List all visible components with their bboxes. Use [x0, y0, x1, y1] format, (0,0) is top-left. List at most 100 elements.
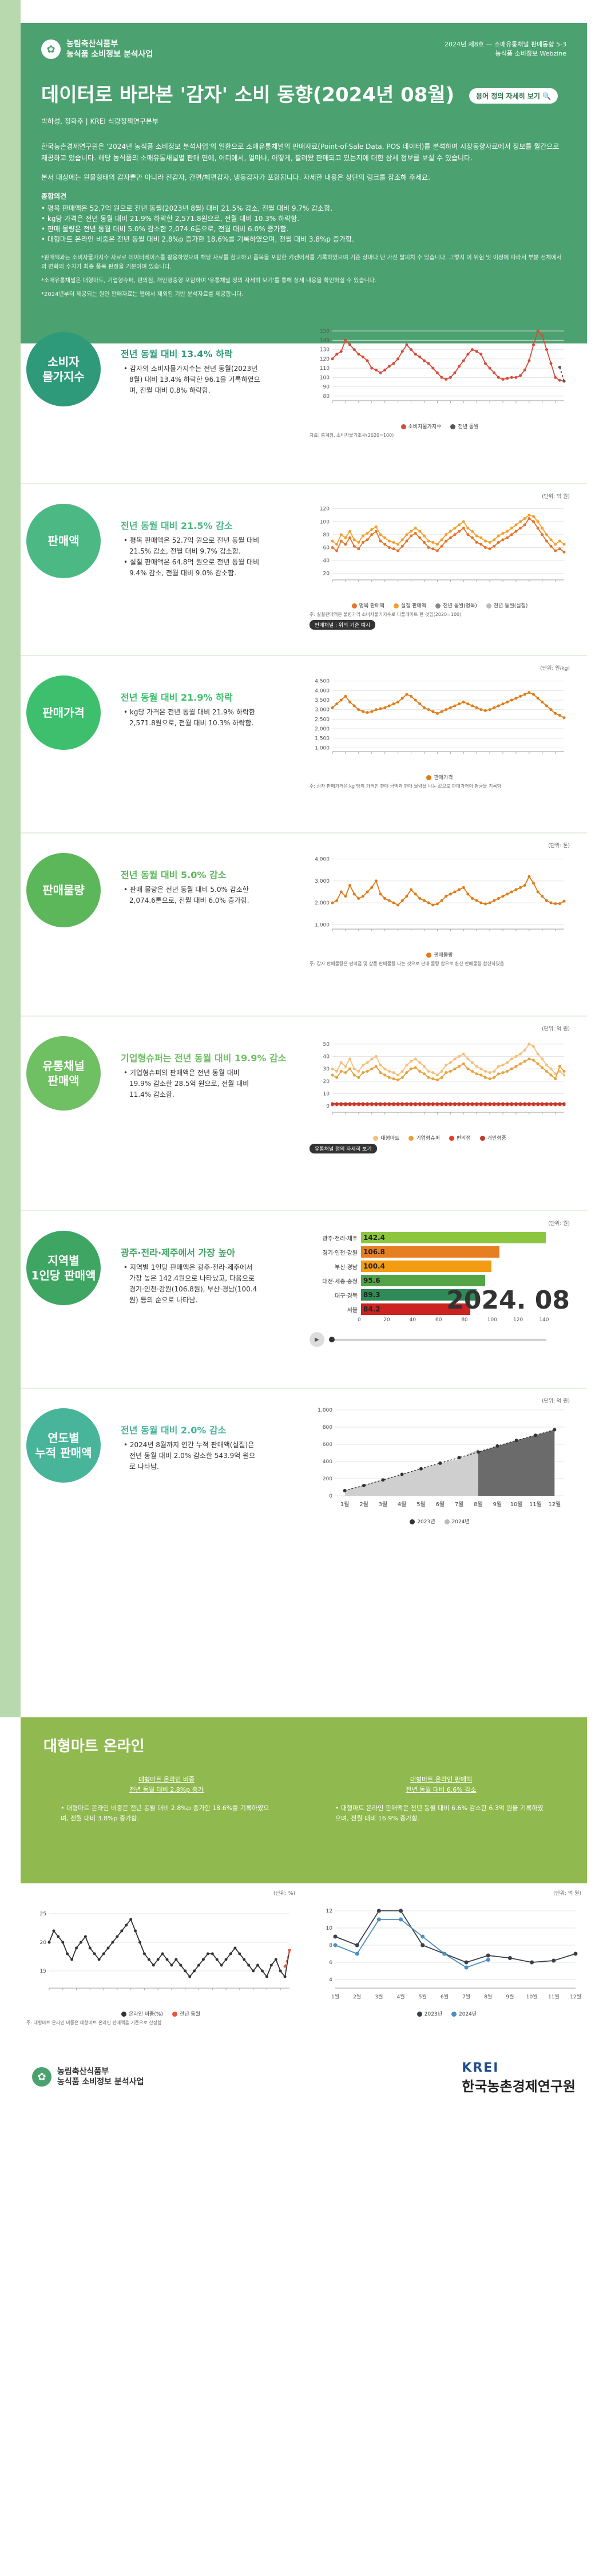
data-point — [562, 1073, 566, 1077]
data-point — [352, 1067, 356, 1070]
data-point — [510, 890, 513, 894]
y-tick-label: 200 — [323, 1476, 332, 1482]
authors: 박하성, 정화주 | KREI 식량정책연구본부 — [41, 117, 159, 125]
data-point — [361, 1071, 364, 1074]
section-6: 연도별 누적 판매액 전년 동월 대비 2.0% 감소 2024년 8월까지 연간 … — [21, 1397, 587, 1551]
mart-share-chart: (단위: %) 15 20 25 온라인 비중(%) 전년 동월 주: 대형마트 온… — [26, 1889, 295, 2026]
play-button[interactable]: ▶ — [310, 1332, 324, 1347]
data-point — [387, 539, 391, 543]
data-point — [348, 884, 352, 887]
data-point — [514, 697, 518, 700]
data-point — [514, 888, 518, 891]
data-point — [352, 1102, 356, 1105]
channel-guide-button[interactable]: 판매채널 : 위의 기준 예시 — [310, 620, 376, 630]
data-point — [549, 901, 553, 904]
data-point — [449, 1070, 452, 1073]
data-point — [422, 1072, 426, 1076]
data-point — [449, 1102, 452, 1105]
data-point — [466, 702, 470, 706]
data-point — [283, 1965, 287, 1968]
section-0: 소비자 물가지수 전년 동월 대비 13.4% 하락감자의 소비자물가지수는 전년… — [21, 321, 587, 469]
data-point — [410, 534, 413, 538]
section-bullet: 지역별 1인당 판매액은 광주·전라·제주에서 가장 높은 142.4원으로 나… — [129, 1262, 261, 1306]
bar-row: 경기·인천·강원 106.8 — [310, 1246, 570, 1258]
data-point — [348, 700, 352, 704]
data-point — [348, 1102, 352, 1105]
data-point — [483, 1070, 487, 1073]
y-tick-label: 1,000 — [318, 1408, 332, 1413]
data-point — [84, 1935, 87, 1938]
chart-unit: (단위: 억 원) — [542, 1026, 570, 1032]
data-point — [479, 543, 483, 546]
data-point — [519, 374, 522, 377]
mart-sales-bullet: 대형마트 온라인 판매액은 전년 동월 대비 6.6% 감소한 6.3억 원을 … — [335, 1803, 547, 1824]
data-point — [501, 1102, 505, 1105]
legend-label: 2023년 — [417, 1519, 435, 1525]
x-tick-label: 11월 — [529, 1501, 542, 1508]
data-point — [519, 1062, 522, 1065]
footer-ministry-icon: ✿ — [32, 2067, 51, 2087]
data-point — [357, 1102, 360, 1105]
y-tick-label: 6 — [329, 1960, 332, 1966]
data-point — [501, 378, 505, 381]
data-point — [554, 1072, 557, 1076]
bar: 106.8 — [361, 1246, 500, 1258]
data-point — [106, 1946, 110, 1950]
y-tick-label: 10 — [326, 1926, 333, 1931]
data-point — [483, 362, 487, 365]
section-bullet: 판매 물량은 전년 동월 대비 5.0% 감소한 2,074.6톤으로, 전월 … — [129, 884, 261, 906]
data-point — [506, 530, 509, 533]
data-point — [558, 366, 561, 369]
footer-ministry-logo: ✿ 농림축산식품부 농식품 소비정보 분석사업 — [32, 2067, 144, 2087]
channel-guide-button[interactable]: 유통채널 정의 자세히 보기 — [310, 1144, 377, 1153]
legend-label: 기업형슈퍼 — [416, 1136, 440, 1141]
big-date: 2024. 08 — [446, 1286, 570, 1315]
data-point — [184, 1969, 187, 1973]
data-point — [536, 1102, 539, 1105]
data-point — [422, 1065, 426, 1068]
data-point — [376, 1917, 381, 1922]
data-point — [506, 700, 509, 704]
series-line — [344, 1429, 555, 1491]
section-bullet: 기업형슈퍼의 판매액은 전년 동월 대비 19.9% 감소한 28.5억 원으로… — [129, 1068, 261, 1100]
data-point — [462, 1102, 465, 1105]
data-point — [479, 1073, 483, 1077]
data-point — [344, 543, 347, 546]
line-chart-svg: 1,000 1,500 2,000 2,500 3,000 3,500 4,000 4,500 — [315, 679, 566, 754]
data-point — [238, 1952, 241, 1955]
legend-label: 실질 판매액 — [400, 603, 427, 609]
line-chart-svg: 0 10 20 30 40 50 — [323, 1042, 566, 1115]
page-title: 데이터로 바라본 '감자' 소비 동향(2024년 08월) 용어 정의 자세히… — [41, 79, 566, 107]
data-point — [445, 1071, 448, 1074]
data-point — [352, 704, 356, 708]
data-point — [392, 540, 395, 544]
data-point — [445, 378, 448, 381]
y-tick-label: 80 — [323, 394, 330, 400]
meta-issue: 2024년 제8호 — 소매유통채널 판매동향 5-3 — [444, 41, 566, 48]
data-point — [420, 1934, 425, 1939]
legend-item: 실질 판매액 — [393, 602, 427, 609]
series-line — [332, 517, 565, 553]
data-point — [339, 533, 343, 536]
data-point — [387, 1102, 391, 1105]
y-tick-label: 120 — [320, 357, 330, 362]
data-point — [414, 532, 417, 535]
section-headline: 전년 동월 대비 21.5% 감소 — [121, 520, 233, 531]
mart-share-head1: 대형마트 온라인 비중 — [138, 1776, 195, 1783]
data-point — [418, 702, 422, 706]
legend-swatch — [435, 603, 441, 609]
data-point — [501, 538, 505, 542]
term-guide-button[interactable]: 용어 정의 자세히 보기 🔍 — [469, 88, 558, 104]
timeline-slider[interactable] — [329, 1336, 546, 1342]
data-point — [488, 1071, 491, 1074]
search-icon: 🔍 — [542, 92, 552, 100]
slider-handle[interactable] — [329, 1336, 335, 1342]
y-tick-label: 150 — [320, 329, 330, 334]
header-logo: ✿ 농림축산식품부 농식품 소비정보 분석사업 — [41, 39, 566, 60]
data-point — [497, 1102, 500, 1105]
data-point — [506, 1061, 509, 1064]
legend-item: 소비자물가지수 — [400, 422, 441, 430]
data-point — [527, 1057, 531, 1061]
chart-unit: (단위: 원) — [548, 1221, 570, 1227]
data-point — [541, 527, 544, 530]
